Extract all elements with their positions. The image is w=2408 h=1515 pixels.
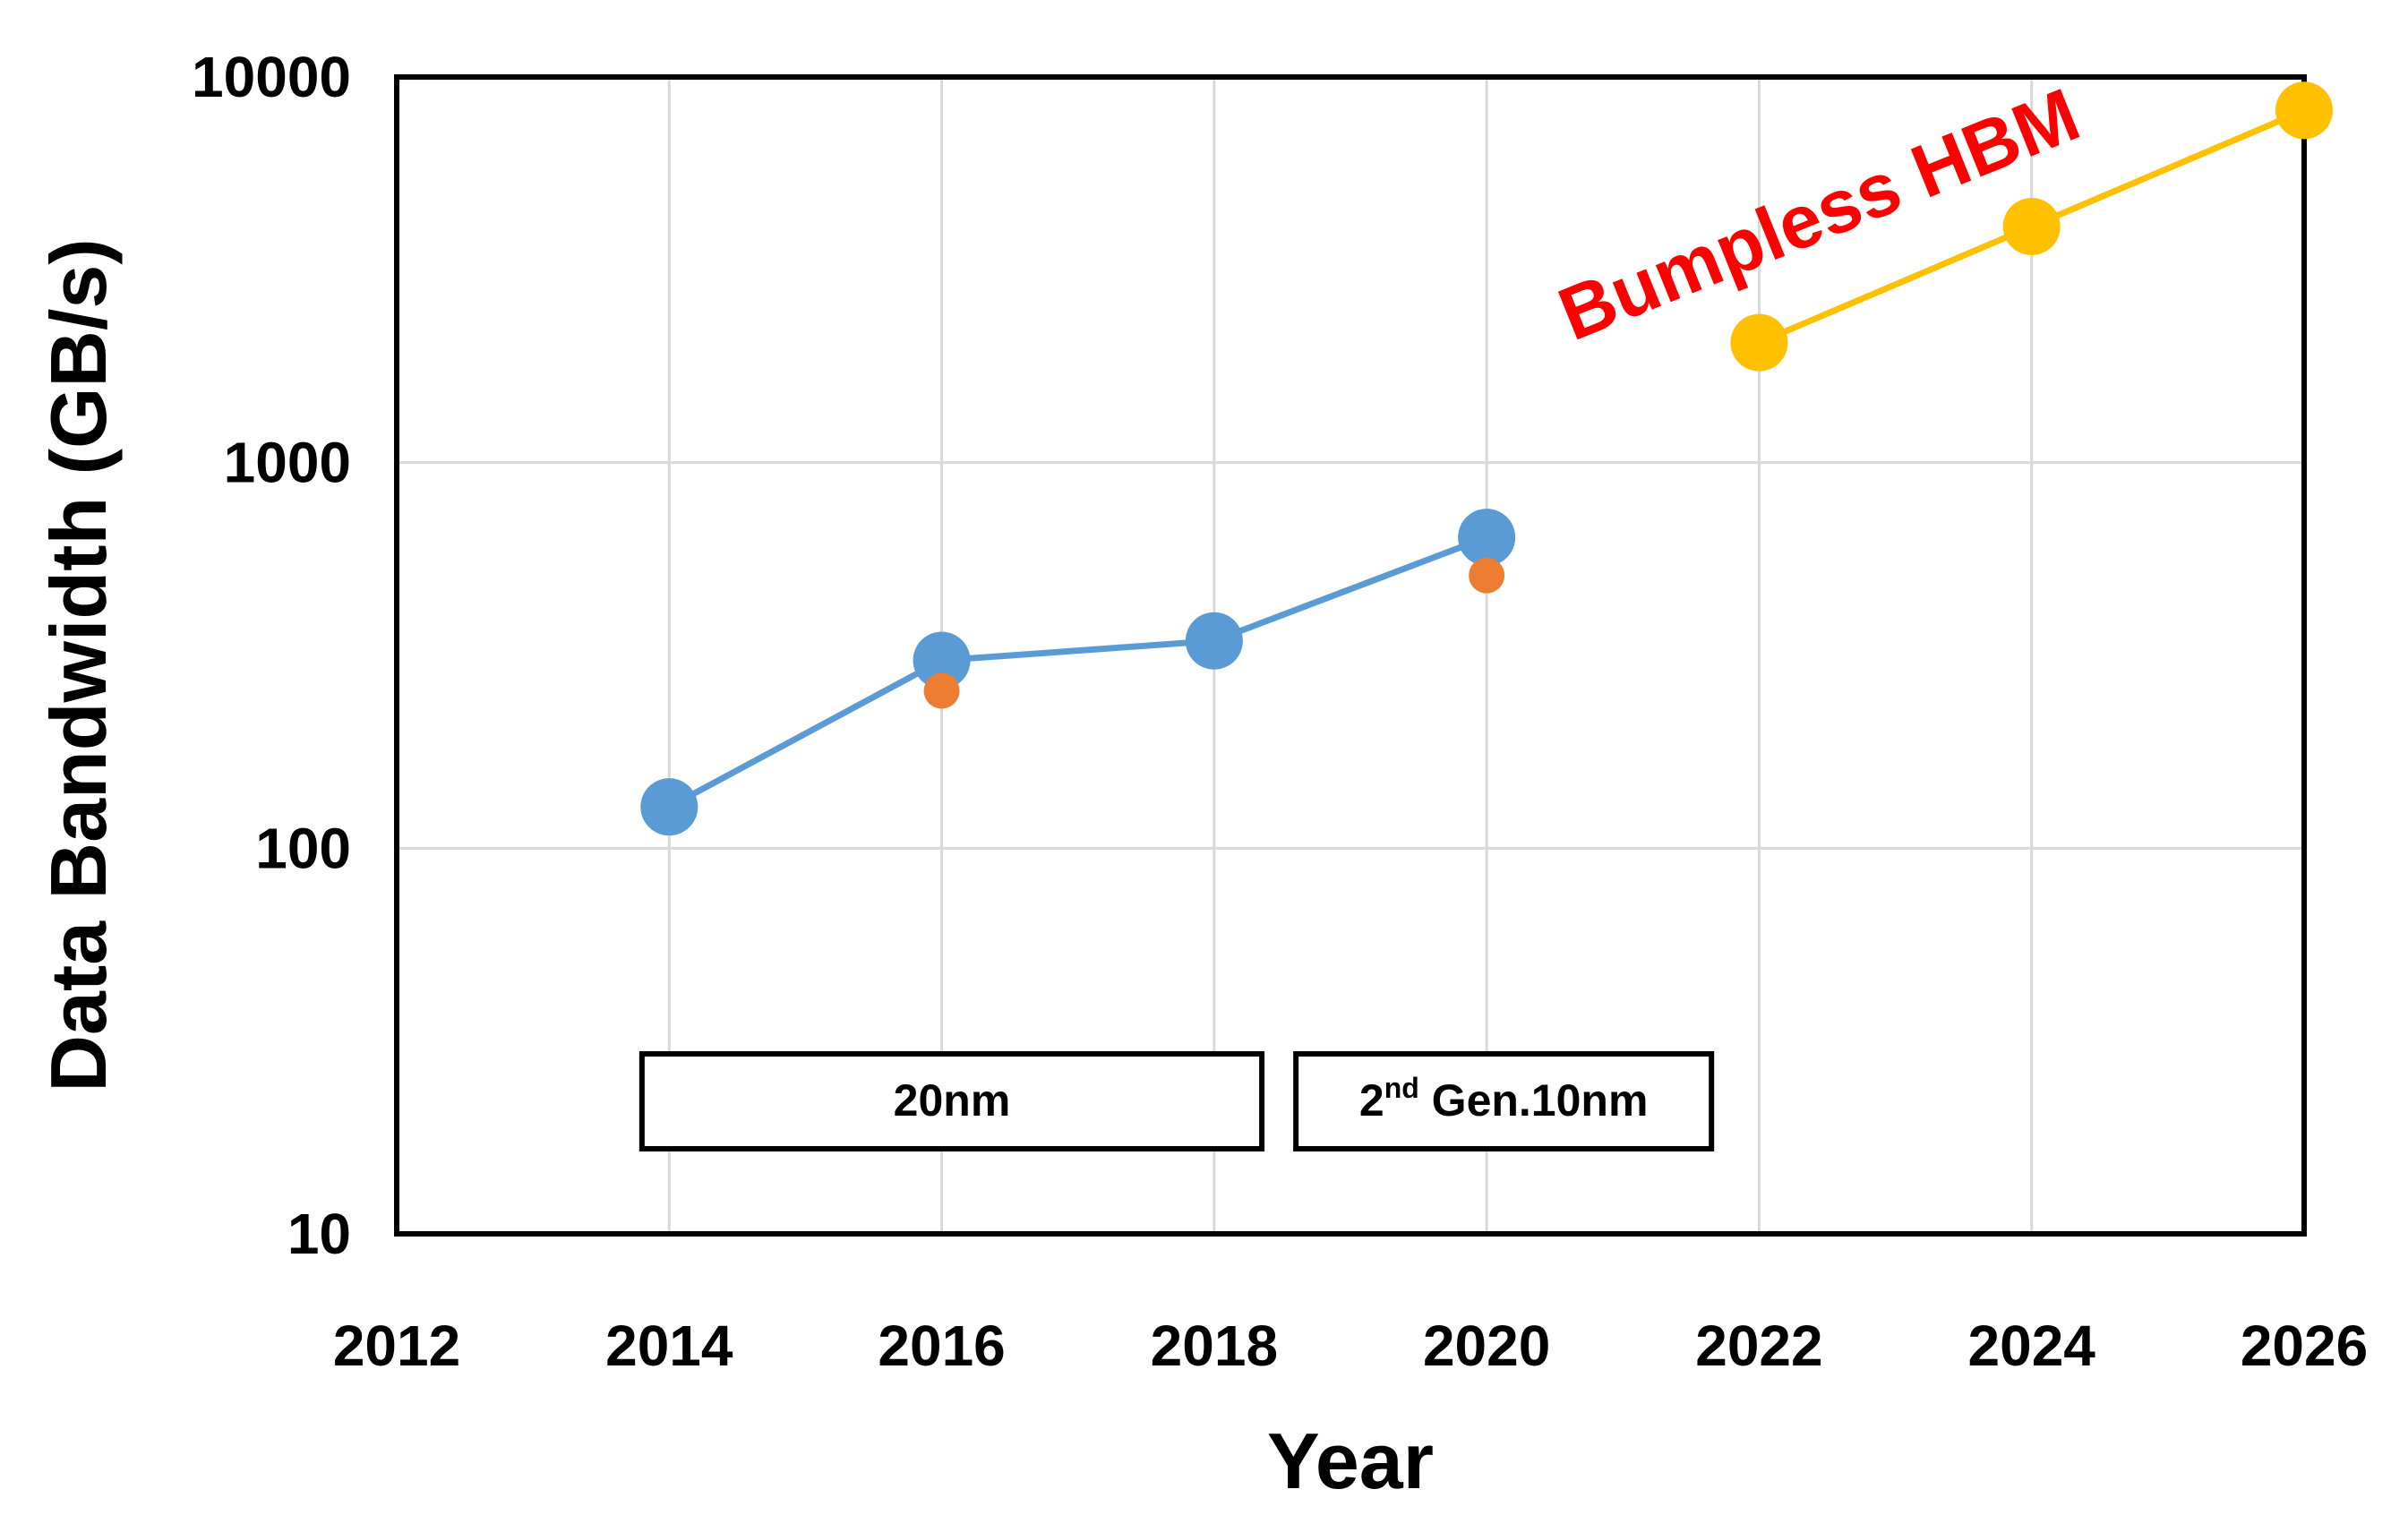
x-tick-label: 2018 xyxy=(1151,1314,1278,1378)
process-boxes: 20nm 2nd Gen.10nm xyxy=(638,1051,1715,1151)
process-box xyxy=(1293,1051,1715,1151)
data-point xyxy=(923,672,960,709)
x-tick-label: 2020 xyxy=(1423,1314,1550,1378)
data-point xyxy=(1458,509,1516,567)
y-tick-label: 10 xyxy=(287,1202,351,1266)
data-point xyxy=(1730,313,1788,372)
x-tick-label: 2012 xyxy=(333,1314,460,1378)
series-1 xyxy=(923,557,1505,709)
process-box-label-text: Gen.10nm xyxy=(1419,1075,1649,1126)
data-point xyxy=(1185,612,1243,670)
process-box-label-number: 2 xyxy=(1359,1075,1384,1126)
x-tick-label: 2024 xyxy=(1968,1314,2096,1378)
process-box xyxy=(638,1051,1265,1151)
x-tick-label: 2016 xyxy=(878,1314,1005,1378)
x-tick-label: 2026 xyxy=(2241,1314,2368,1378)
series-line xyxy=(667,534,1488,810)
process-box-label-superscript: nd xyxy=(1384,1072,1419,1104)
y-tick-label: 1000 xyxy=(224,431,351,495)
series-2 xyxy=(1730,81,2333,372)
data-point xyxy=(913,631,971,689)
data-point xyxy=(1469,557,1505,594)
plot-frame xyxy=(394,74,2307,1237)
y-tick-label: 10000 xyxy=(192,45,351,109)
series-0 xyxy=(640,509,1516,836)
y-tick-labels: 10 100 1000 10000 xyxy=(192,45,351,1266)
y-axis-title: Data Bandwidth (GB/s) xyxy=(34,238,123,1091)
data-point xyxy=(640,778,698,836)
x-tick-label: 2022 xyxy=(1695,1314,1822,1378)
x-tick-label: 2014 xyxy=(605,1314,733,1378)
x-tick-labels: 2012 2014 2016 2018 2020 2022 2024 2026 xyxy=(333,1314,2368,1378)
y-tick-label: 100 xyxy=(255,816,351,880)
process-box-label: 2nd Gen.10nm xyxy=(1359,1072,1649,1126)
series-layer xyxy=(640,81,2333,836)
data-point xyxy=(2275,81,2333,140)
x-axis-title: Year xyxy=(1267,1417,1434,1505)
process-box-label: 20nm xyxy=(894,1075,1011,1126)
data-point xyxy=(2002,197,2061,255)
